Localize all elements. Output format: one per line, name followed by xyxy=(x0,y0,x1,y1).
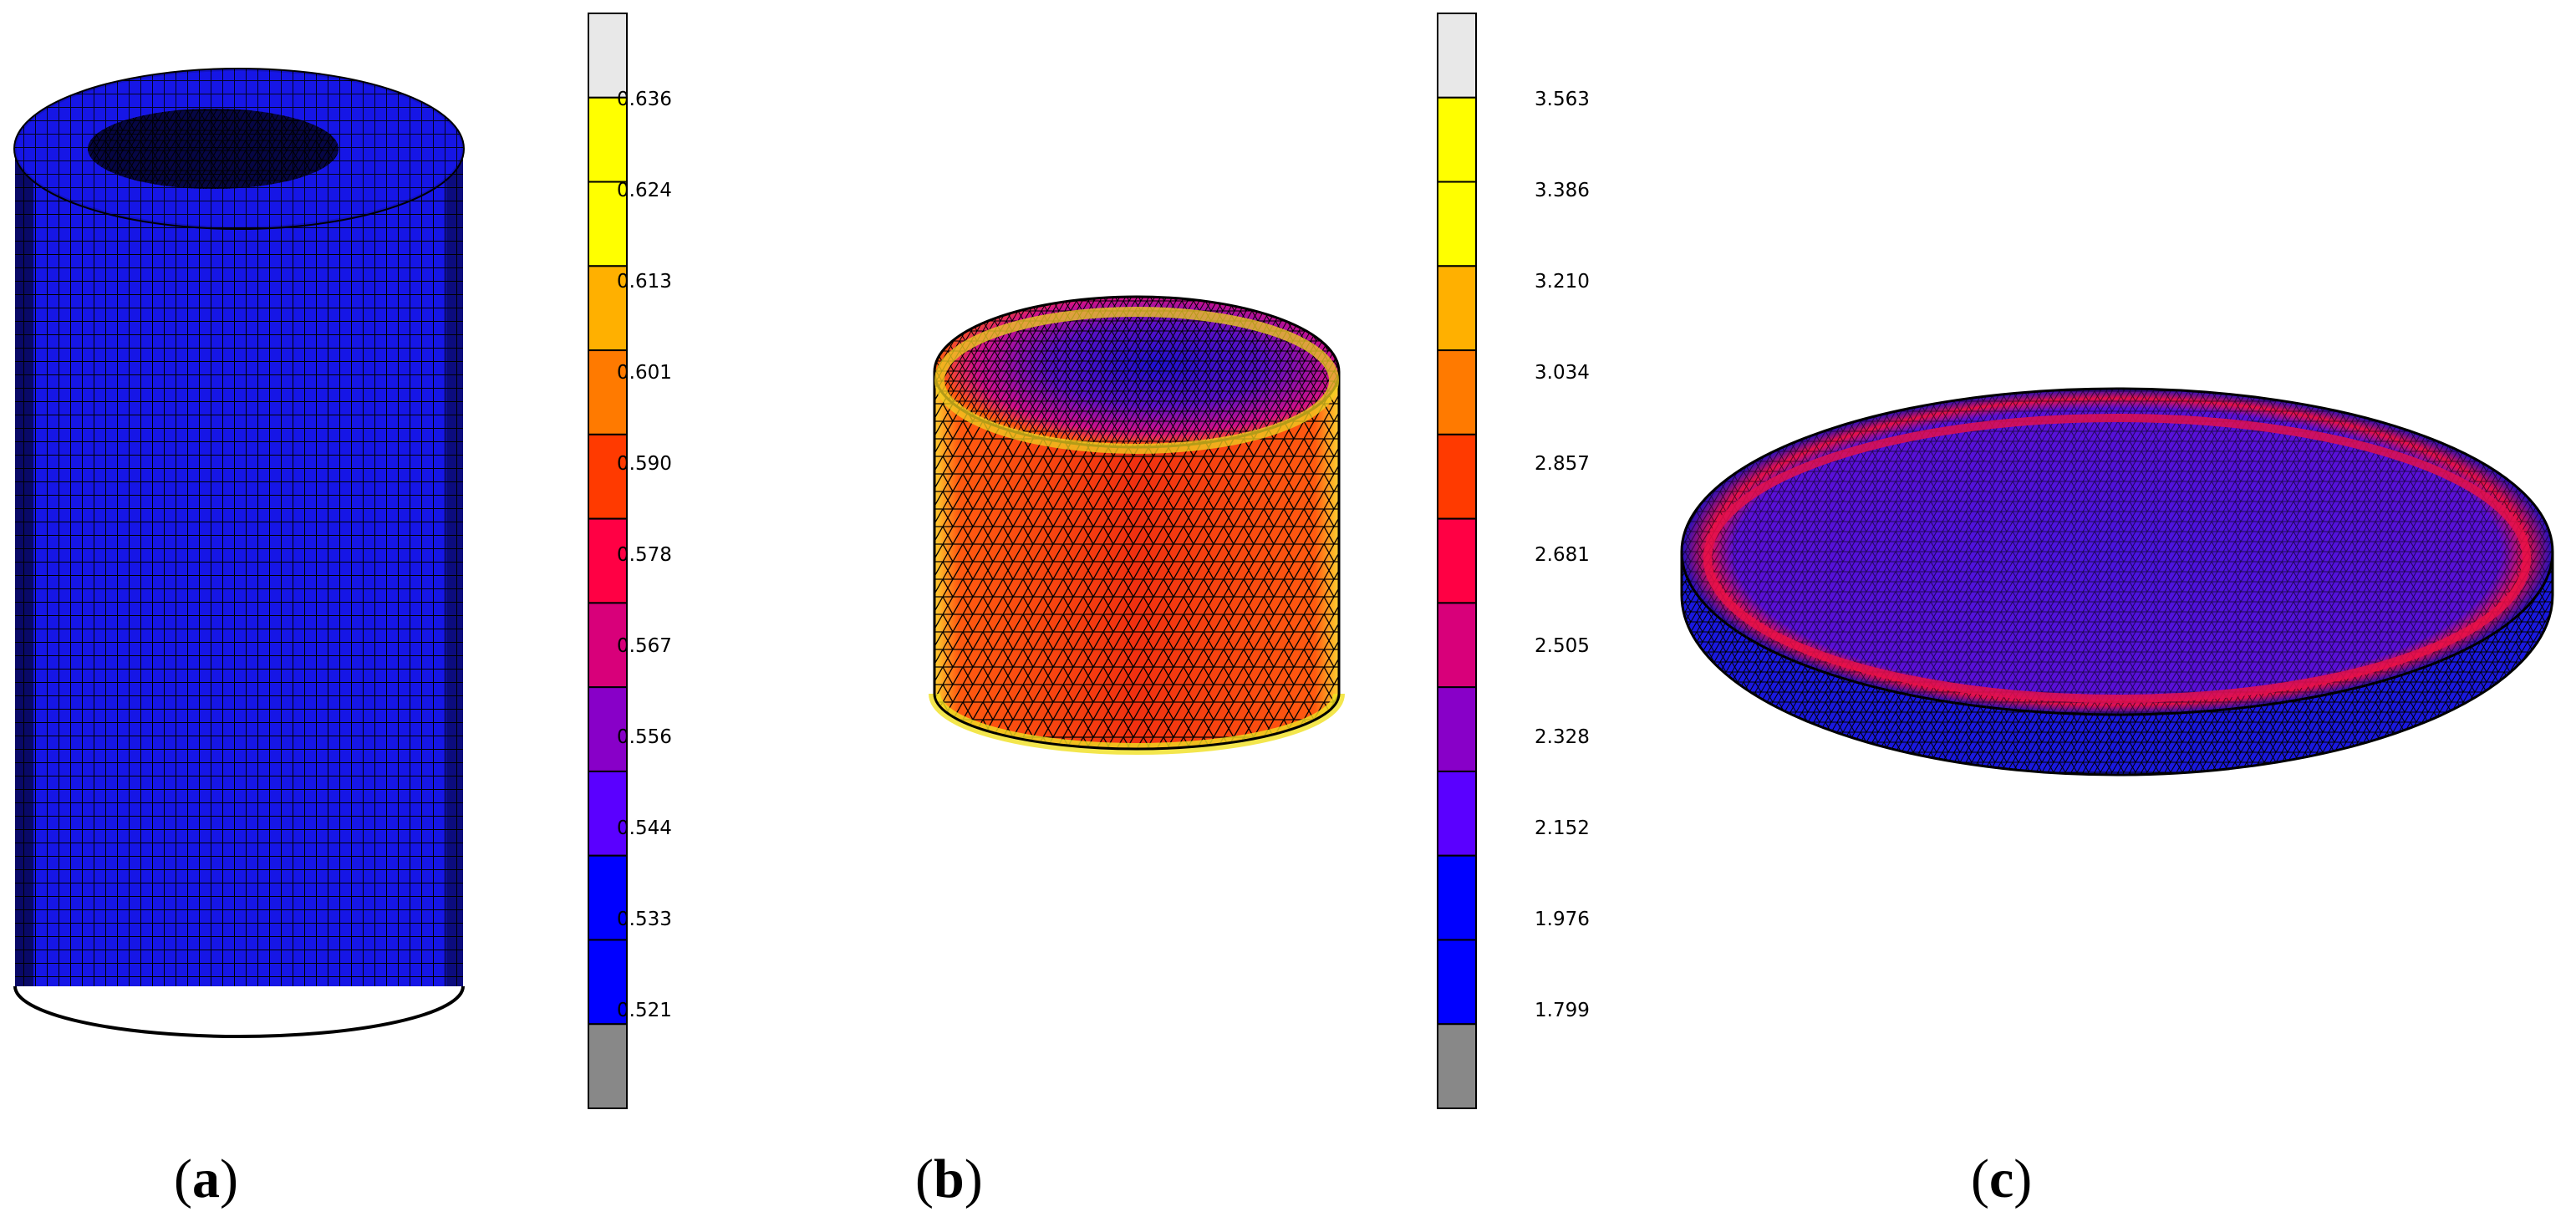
colorbar-band xyxy=(588,349,628,435)
panel-label-c: (c) xyxy=(1971,1148,2032,1209)
panel-label-a: (a) xyxy=(174,1148,238,1209)
colorbar-band xyxy=(1437,181,1477,267)
colorbar-band xyxy=(588,96,628,183)
colorbar-a-tick: 0.556 xyxy=(617,726,672,748)
colorbar-band xyxy=(588,939,628,1026)
colorbar-a-tick: 0.521 xyxy=(617,1000,672,1021)
colorbar-band xyxy=(1437,349,1477,435)
colorbar-a-tick: 0.567 xyxy=(617,635,672,657)
colorbar-a-tick: 0.613 xyxy=(617,271,672,293)
colorbar-a-tick: 0.636 xyxy=(617,89,672,110)
colorbar-band xyxy=(1437,13,1477,99)
colorbar-band xyxy=(588,13,628,99)
colorbar-band xyxy=(1437,433,1477,520)
colorbar-a-tick: 0.578 xyxy=(617,544,672,566)
colorbar-band xyxy=(588,770,628,857)
colorbar-b-tick: 2.505 xyxy=(1535,635,1590,657)
colorbar-a xyxy=(588,13,628,1109)
colorbar-b-tick: 1.976 xyxy=(1535,909,1590,930)
colorbar-band xyxy=(1437,939,1477,1026)
colorbar-b-ticks: 3.563 3.386 3.210 3.034 2.857 2.681 2.50… xyxy=(1535,89,1590,1021)
panel-label-b: (b) xyxy=(915,1148,983,1209)
cylinder-a xyxy=(13,68,465,1038)
colorbar-band xyxy=(588,1023,628,1109)
colorbar-a-tick: 0.590 xyxy=(617,453,672,475)
colorbar-b-tick: 2.328 xyxy=(1535,726,1590,748)
colorbar-b-tick: 2.152 xyxy=(1535,817,1590,839)
colorbar-b xyxy=(1437,13,1477,1109)
colorbar-b-tick: 3.563 xyxy=(1535,89,1590,110)
colorbar-band xyxy=(588,181,628,267)
colorbar-band xyxy=(1437,686,1477,772)
colorbar-band xyxy=(1437,602,1477,689)
colorbar-b-tick: 3.034 xyxy=(1535,362,1590,384)
colorbar-band xyxy=(1437,854,1477,941)
colorbar-band xyxy=(1437,517,1477,604)
colorbar-band xyxy=(588,265,628,352)
cylinder-b xyxy=(929,295,1345,755)
colorbar-b-tick: 3.386 xyxy=(1535,180,1590,201)
colorbar-b-tick: 2.857 xyxy=(1535,453,1590,475)
colorbar-a-tick: 0.624 xyxy=(617,180,672,201)
colorbar-a-tick: 0.544 xyxy=(617,817,672,839)
colorbar-a-tick: 0.533 xyxy=(617,909,672,930)
colorbar-b-tick: 2.681 xyxy=(1535,544,1590,566)
colorbar-band xyxy=(1437,265,1477,352)
colorbar-band xyxy=(1437,96,1477,183)
colorbar-a-tick: 0.601 xyxy=(617,362,672,384)
colorbar-band xyxy=(588,854,628,941)
colorbar-band xyxy=(1437,1023,1477,1109)
disk-c xyxy=(1680,387,2554,776)
colorbar-b-tick: 1.799 xyxy=(1535,1000,1590,1021)
colorbar-b-tick: 3.210 xyxy=(1535,271,1590,293)
colorbar-a-ticks: 0.636 0.624 0.613 0.601 0.590 0.578 0.56… xyxy=(617,89,672,1021)
colorbar-band xyxy=(588,433,628,520)
colorbar-band xyxy=(1437,770,1477,857)
